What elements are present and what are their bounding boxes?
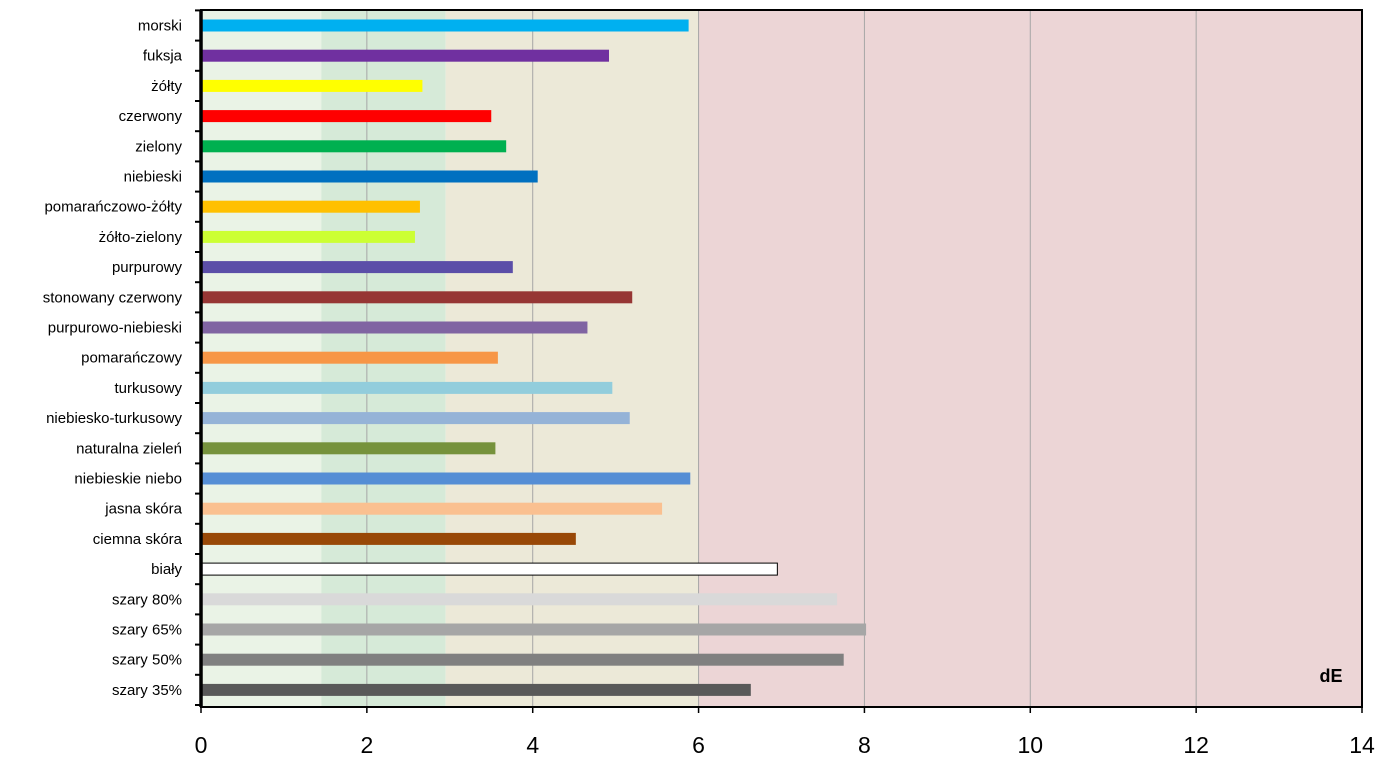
axes [195,9,1363,713]
category-label: szary 80% [112,591,182,608]
category-label: czerwony [119,108,183,125]
category-label: pomarańczowy [81,350,182,367]
bar [201,79,423,92]
bars [200,19,867,696]
bar [201,291,633,304]
category-label: niebieski [124,169,182,186]
category-label: jasna skóra [104,501,182,518]
bar [201,200,420,213]
category-label: purpurowy [112,259,183,276]
bar [201,110,492,123]
category-label: zielony [135,138,182,155]
category-label: stonowany czerwony [43,289,183,306]
category-label: naturalna zieleń [76,440,182,457]
bar [201,593,838,606]
unit-label: dE [1319,666,1342,686]
category-label: niebiesko-turkusowy [46,410,182,427]
bar [201,502,663,515]
x-tick-label: 14 [1349,732,1375,758]
bar [201,442,496,455]
category-label: żółty [151,78,182,95]
bar [201,230,415,243]
x-tick-label: 4 [526,732,539,758]
category-label: żółto-zielony [99,229,183,246]
bar [201,532,576,545]
category-label: szary 50% [112,652,182,669]
category-label: morski [138,18,182,35]
bar [201,623,867,636]
bar [201,49,610,62]
x-tick-label: 10 [1017,732,1043,758]
x-tick-label: 2 [360,732,373,758]
bar [201,351,498,364]
x-tick-label: 6 [692,732,705,758]
category-label: turkusowy [114,380,182,397]
bar [201,683,751,696]
bar [201,412,630,425]
bar [201,140,507,153]
bar [201,261,513,274]
bar [200,562,778,576]
category-labels: morski fuksja żółty czerwony zielony niebiesk… [43,18,183,699]
bar [201,321,588,334]
bar [201,472,691,485]
bar [201,653,844,666]
bar [201,381,613,394]
x-tick-label: 8 [858,732,871,758]
x-tick-label: 12 [1183,732,1209,758]
category-label: szary 65% [112,622,182,639]
category-label: pomarańczowo-żółty [44,199,182,216]
category-label: biały [151,561,182,578]
x-tick-label: 0 [195,732,208,758]
x-tick-labels: 0 2 4 6 8 10 12 14 [195,732,1375,758]
bar [201,170,538,183]
category-label: ciemna skóra [93,531,183,548]
category-label: purpurowo-niebieski [48,320,182,337]
category-label: fuksja [143,48,183,65]
category-label: szary 35% [112,682,182,699]
category-label: niebieskie niebo [74,471,182,488]
bar [201,19,689,32]
